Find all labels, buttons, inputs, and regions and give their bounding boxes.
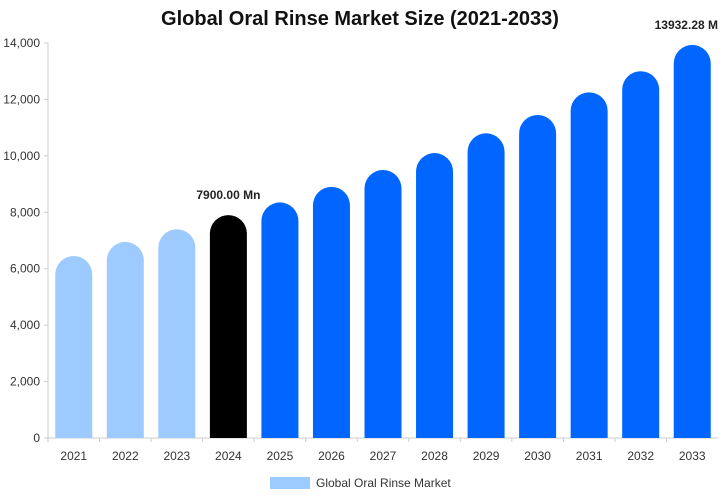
bar-2025: [261, 202, 299, 438]
y-tick-label: 2,000: [10, 375, 40, 389]
y-tick-label: 8,000: [10, 205, 40, 219]
y-tick-label: 14,000: [3, 36, 40, 50]
x-tick-label: 2024: [215, 449, 242, 463]
data-label-2024: 7900.00 Mn: [196, 188, 260, 202]
x-tick-label: 2026: [318, 449, 345, 463]
bar-2023: [158, 229, 196, 438]
bar-2032: [622, 71, 660, 438]
bar-2029: [467, 133, 505, 439]
bar-2028: [416, 153, 454, 438]
y-tick-label: 0: [33, 431, 40, 445]
y-tick-label: 6,000: [10, 262, 40, 276]
x-tick-label: 2022: [112, 449, 139, 463]
x-tick-label: 2033: [679, 449, 706, 463]
x-tick-label: 2023: [163, 449, 190, 463]
legend-swatch: [270, 477, 310, 489]
chart-title: Global Oral Rinse Market Size (2021-2033…: [161, 8, 559, 30]
y-tick-label: 12,000: [3, 92, 40, 106]
bar-2026: [312, 186, 350, 438]
bar-2030: [519, 114, 557, 438]
x-tick-label: 2031: [576, 449, 603, 463]
bar-2027: [364, 169, 402, 438]
x-tick-label: 2027: [370, 449, 397, 463]
legend-label: Global Oral Rinse Market: [316, 476, 451, 490]
bar-2031: [570, 92, 608, 438]
bar-2033: [673, 44, 711, 438]
data-label-2033: 13932.28 M: [655, 18, 718, 32]
y-tick-label: 4,000: [10, 318, 40, 332]
legend: Global Oral Rinse Market: [270, 476, 451, 490]
bar-2021: [55, 256, 93, 438]
x-tick-label: 2032: [627, 449, 654, 463]
x-tick-label: 2021: [60, 449, 87, 463]
x-tick-label: 2030: [524, 449, 551, 463]
bar-2022: [106, 241, 144, 438]
x-tick-label: 2029: [473, 449, 500, 463]
x-tick-label: 2028: [421, 449, 448, 463]
x-tick-label: 2025: [267, 449, 294, 463]
y-tick-label: 10,000: [3, 149, 40, 163]
bar-2024: [209, 215, 247, 438]
